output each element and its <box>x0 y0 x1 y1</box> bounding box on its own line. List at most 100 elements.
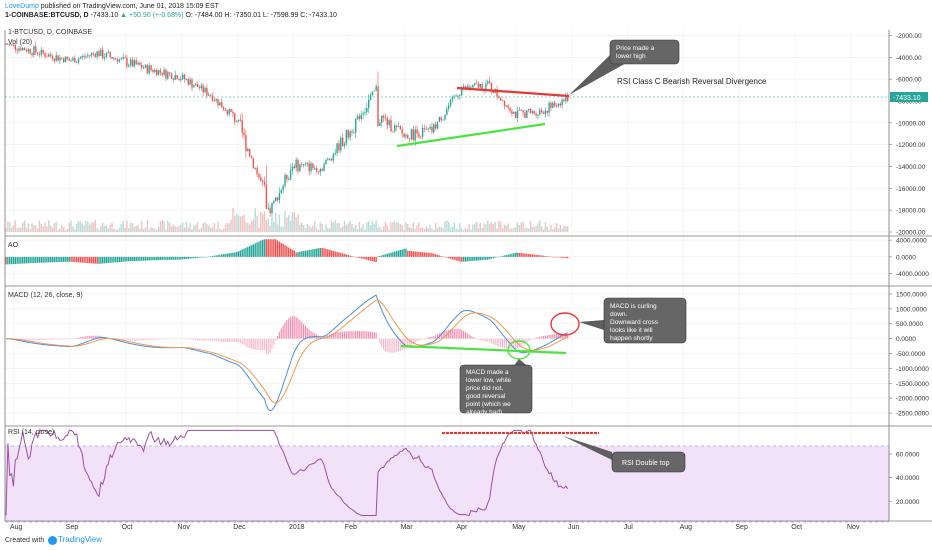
ao-bar <box>9 256 11 265</box>
ao-bar <box>542 255 545 257</box>
ao-bar <box>87 256 89 264</box>
candle-body <box>550 102 552 108</box>
macd-hist-bar <box>459 329 461 339</box>
ao-bar <box>353 256 355 258</box>
macd-hist-bar <box>347 331 349 339</box>
volume-bar <box>358 221 361 232</box>
candle-body <box>509 107 511 112</box>
macd-cross-circle[interactable] <box>550 312 580 336</box>
macd-hist-bar <box>349 331 351 339</box>
ao-bar <box>319 247 322 257</box>
candle-body <box>116 59 119 62</box>
macd-hist-bar <box>85 336 87 339</box>
tradingview-logo-icon <box>48 536 57 545</box>
ao-bar <box>496 256 498 258</box>
volume-bar <box>550 224 552 232</box>
author-link[interactable]: LoveDump <box>5 3 39 10</box>
candle-body <box>427 128 429 130</box>
candle-body <box>211 95 214 101</box>
candle-body <box>410 129 413 140</box>
macd-hist-bar <box>241 338 243 345</box>
volume-bar <box>85 220 87 232</box>
candle-body <box>209 94 212 96</box>
price-lower-high-trendline[interactable] <box>456 86 570 98</box>
macd-hist-bar <box>301 322 303 339</box>
macd-hist-bar <box>548 335 550 339</box>
volume-bar <box>362 223 364 232</box>
volume-bar <box>371 220 374 232</box>
callout-rsi-double-top[interactable] <box>611 451 686 473</box>
macd-hist-bar <box>462 330 465 339</box>
volume-bar <box>70 220 72 232</box>
macd-hist-bar <box>394 338 396 353</box>
volume-bar <box>116 229 119 232</box>
macd-hist-bar <box>40 338 42 340</box>
volume-bar <box>10 227 13 232</box>
candle-body <box>14 44 16 50</box>
volume-bar <box>498 220 500 232</box>
macd-lower-low-trendline[interactable] <box>400 344 567 355</box>
price-support-trendline[interactable] <box>396 122 546 148</box>
volume-bar <box>429 224 431 232</box>
y-tick-label: -4000.00 <box>896 55 922 62</box>
y-tick-label: 20.0000 <box>896 499 920 506</box>
ao-bar <box>377 256 379 257</box>
macd-hist-bar <box>416 338 418 342</box>
candle-body <box>68 58 70 61</box>
candle-body <box>408 138 411 140</box>
candle-body <box>185 79 188 80</box>
candle-body <box>189 79 191 85</box>
candle-body <box>455 95 457 97</box>
macd-hist-bar <box>263 338 266 350</box>
volume-bar <box>494 221 496 232</box>
volume-bar <box>308 225 310 232</box>
volume-bar <box>421 227 424 232</box>
volume-bar <box>500 221 502 232</box>
macd-hist-bar <box>407 338 409 348</box>
macd-hist-bar <box>431 336 433 339</box>
ao-bar <box>107 256 109 264</box>
ao-bar <box>224 253 227 257</box>
volume-bar <box>306 224 309 232</box>
ao-bar <box>559 256 561 258</box>
macd-hist-bar <box>358 331 360 339</box>
callout-macd-curling[interactable] <box>603 297 687 344</box>
volume-bar <box>265 220 268 232</box>
candlesticks <box>5 41 569 217</box>
macd-hist-bar <box>399 338 401 351</box>
volume-bar <box>176 226 178 232</box>
volume-bar <box>440 227 442 232</box>
candle-body <box>444 114 446 120</box>
macd-hist-bar <box>489 338 491 343</box>
callout-price-lower-high[interactable] <box>609 39 680 65</box>
macd-hist-bar <box>133 338 135 341</box>
ao-bar <box>511 253 513 257</box>
ao-bar <box>516 252 519 257</box>
volume-bar <box>414 228 416 232</box>
chart-area[interactable]: -2000.00-4000.00-6000.00-8000.00-10000.0… <box>0 24 932 533</box>
ao-bar <box>219 254 221 257</box>
ao-bar <box>395 251 398 257</box>
volume-bar <box>401 225 403 232</box>
candle-body <box>420 136 422 138</box>
x-tick-label: Oct <box>122 524 133 531</box>
macd-hist-bar <box>57 338 59 340</box>
macd-hist-bar <box>500 338 502 348</box>
tradingview-brand-link[interactable]: TradingView <box>58 535 103 544</box>
macd-pane-title: MACD (12, 26, close, 9) <box>8 292 83 299</box>
ao-bar <box>537 254 539 257</box>
candle-body <box>360 114 362 120</box>
macd-hist-bar <box>362 331 364 339</box>
volume-bar <box>457 228 459 232</box>
candle-body <box>273 201 275 203</box>
callout-macd-lower-low[interactable] <box>459 364 533 414</box>
callout-price-lower-high-text: Price made a lower high <box>616 45 655 60</box>
macd-hist-bar <box>83 336 85 339</box>
candle-body <box>254 167 256 169</box>
macd-hist-bar <box>239 338 241 344</box>
volume-bar <box>548 229 550 232</box>
macd-hist-bar <box>390 338 392 353</box>
macd-hist-bar <box>271 338 273 350</box>
candle-body <box>208 94 210 96</box>
ao-bar <box>174 256 176 260</box>
